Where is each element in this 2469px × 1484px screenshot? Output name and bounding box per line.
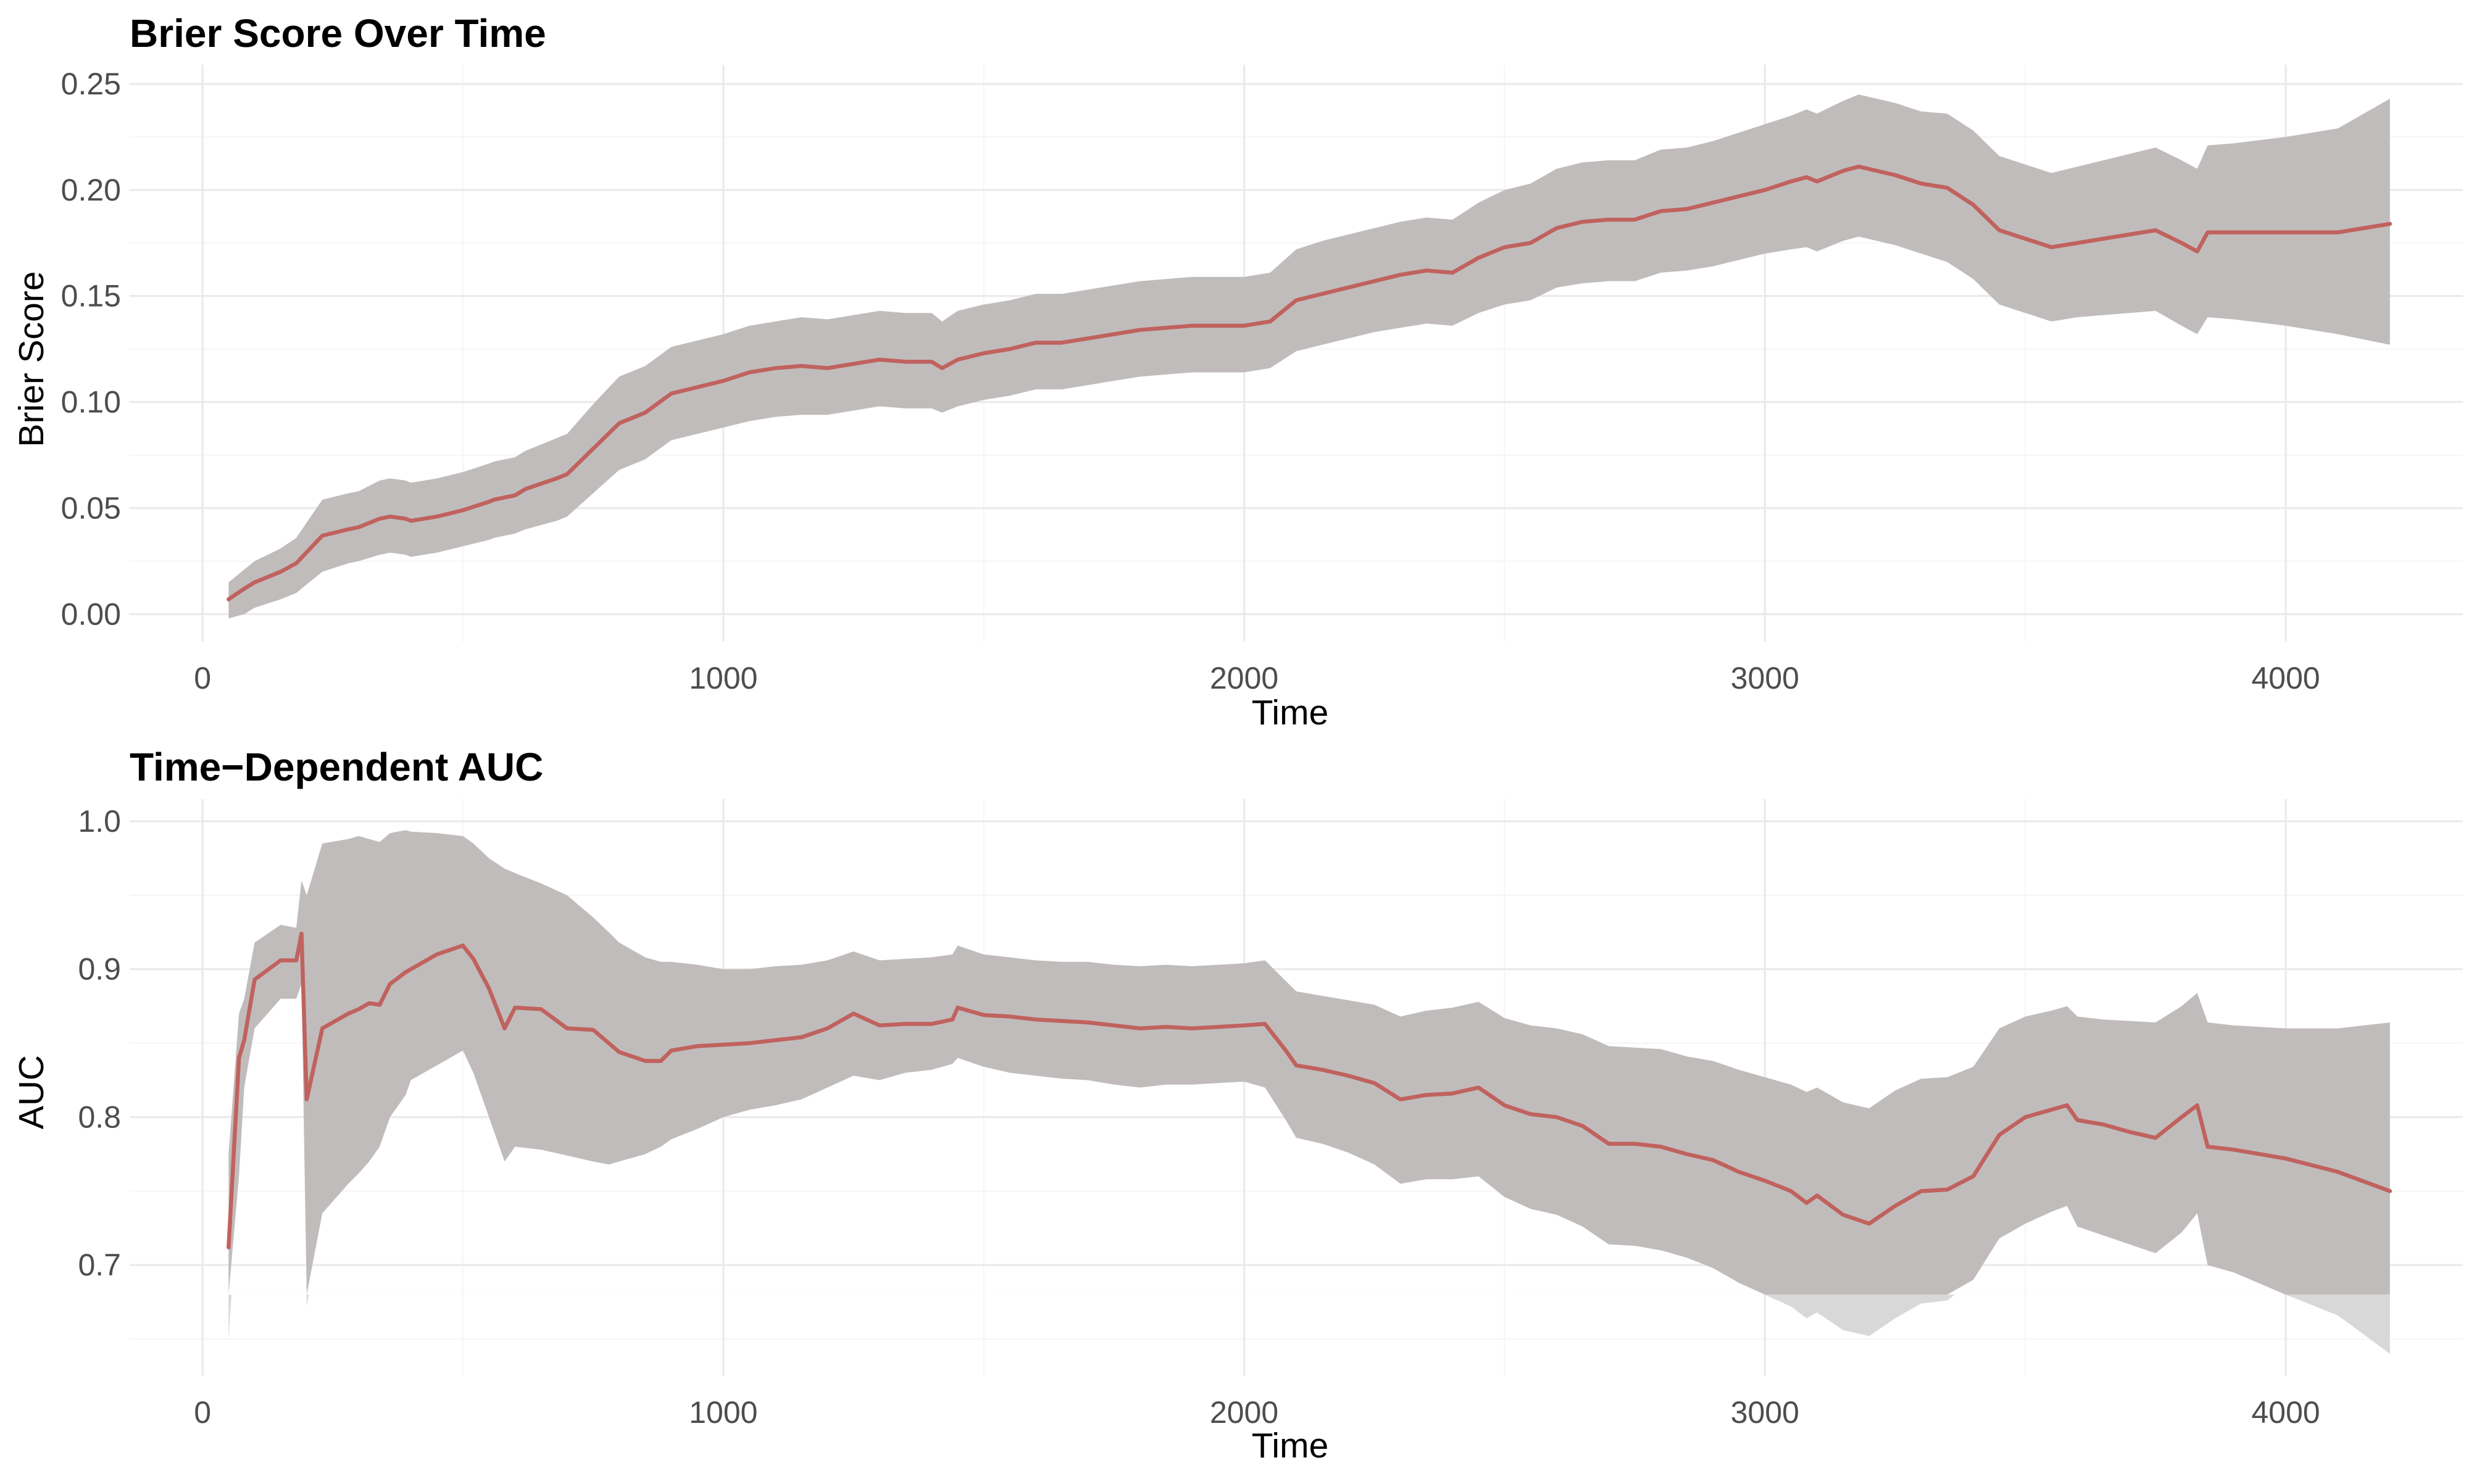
auc-x-ticks: 0 1000 2000 3000 4000 [194, 1395, 2320, 1430]
brier-y-tick-label: 0.15 [61, 279, 121, 313]
auc-y-axis-label: AUC [12, 1055, 51, 1129]
auc-band-group [228, 830, 2390, 1354]
brier-x-tick-label: 3000 [1731, 661, 1799, 695]
auc-series-line [227, 931, 2392, 1250]
brier-y-axis-label: Brier Score [12, 271, 51, 447]
brier-x-tick-label: 4000 [2252, 661, 2320, 695]
auc-confidence-band-clipped [228, 1295, 2390, 1354]
auc-x-tick-label: 4000 [2252, 1395, 2320, 1430]
brier-x-tick-label: 1000 [689, 661, 757, 695]
auc-y-tick-label: 0.8 [78, 1100, 121, 1134]
brier-x-axis-label: Time [1252, 693, 1329, 732]
auc-chart-title: Time−Dependent AUC [130, 745, 543, 789]
brier-chart-title: Brier Score Over Time [130, 11, 546, 56]
brier-y-tick-label: 0.10 [61, 385, 121, 420]
auc-line-group [227, 931, 2392, 1250]
brier-y-tick-label: 0.00 [61, 597, 121, 631]
brier-panel: 0.00 0.05 0.10 0.15 0.20 0.25 0 1000 2000 3000 40… [12, 11, 2463, 732]
auc-y-tick-label: 0.9 [78, 952, 121, 987]
auc-x-tick-label: 1000 [689, 1395, 757, 1430]
brier-y-tick-label: 0.25 [61, 67, 121, 101]
brier-gridlines [130, 65, 2463, 642]
brier-y-tick-label: 0.05 [61, 491, 121, 525]
brier-band-group [228, 94, 2390, 619]
auc-y-ticks: 0.7 0.8 0.9 1.0 [78, 804, 121, 1282]
auc-x-tick-label: 0 [194, 1395, 211, 1430]
auc-x-tick-label: 2000 [1210, 1395, 1278, 1430]
brier-confidence-band [228, 94, 2390, 619]
auc-y-tick-label: 1.0 [78, 804, 121, 839]
auc-y-tick-label: 0.7 [78, 1248, 121, 1282]
brier-series-line [227, 164, 2392, 602]
brier-x-ticks: 0 1000 2000 3000 4000 [194, 661, 2320, 695]
auc-confidence-band [228, 830, 2390, 1295]
brier-x-tick-label: 2000 [1210, 661, 1278, 695]
brier-y-ticks: 0.00 0.05 0.10 0.15 0.20 0.25 [61, 67, 121, 631]
auc-x-axis-label: Time [1252, 1426, 1329, 1465]
auc-x-tick-label: 3000 [1731, 1395, 1799, 1430]
brier-line-group [227, 164, 2392, 602]
brier-x-tick-label: 0 [194, 661, 211, 695]
auc-panel: 0.7 0.8 0.9 1.0 0 1000 2000 3000 4000 Time−Depe… [12, 745, 2463, 1465]
brier-y-tick-label: 0.20 [61, 173, 121, 207]
